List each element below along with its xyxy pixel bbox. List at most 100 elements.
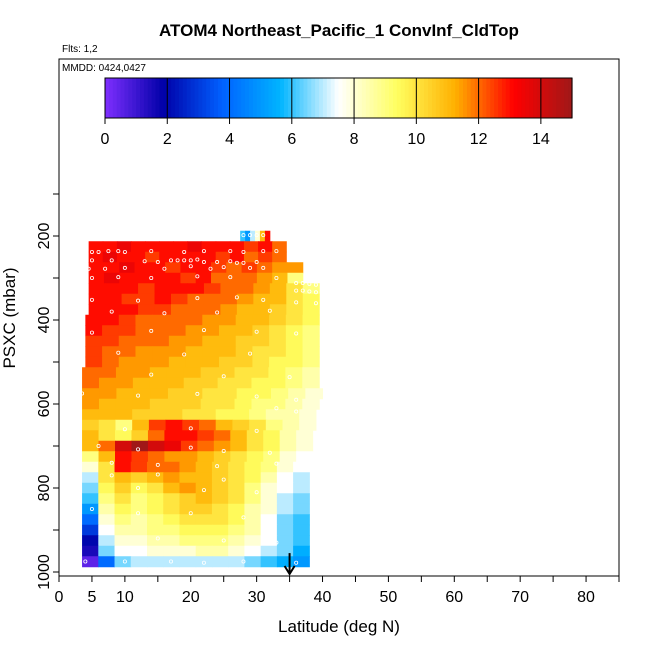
colorbar-segment xyxy=(322,78,328,118)
colorbar-segment xyxy=(291,78,297,118)
heatmap-cell xyxy=(115,377,134,389)
heatmap-cell xyxy=(132,419,150,431)
heatmap-cell xyxy=(235,335,253,347)
heatmap-cell xyxy=(299,419,317,431)
heatmap-cell xyxy=(235,346,253,358)
heatmap-cell xyxy=(173,241,188,253)
heatmap-cell xyxy=(149,272,166,284)
heatmap-cell xyxy=(228,482,245,494)
heatmap-cell xyxy=(85,314,103,326)
heatmap-cell xyxy=(163,524,180,536)
heatmap-cell xyxy=(118,335,136,347)
heatmap-cell xyxy=(102,335,120,347)
sample-point xyxy=(182,249,187,254)
heatmap-cell xyxy=(121,293,139,305)
heatmap-cell xyxy=(232,409,250,421)
colorbar-segment xyxy=(540,78,546,118)
heatmap-cell xyxy=(246,440,264,452)
sample-point xyxy=(109,258,114,263)
marker-arrow-head xyxy=(283,565,296,576)
heatmap-cell xyxy=(118,356,136,368)
heatmap-cell xyxy=(179,472,197,484)
colorbar-segment xyxy=(365,78,371,118)
heatmap-cell xyxy=(145,251,160,263)
heatmap-cell xyxy=(211,503,229,515)
heatmap-cell xyxy=(276,535,294,547)
heatmap-cell xyxy=(147,514,164,526)
heatmap-cell xyxy=(182,419,200,431)
heatmap-cell xyxy=(285,356,304,368)
sample-point xyxy=(122,559,127,564)
heatmap-cell xyxy=(138,283,156,295)
heatmap-cell xyxy=(114,514,132,526)
heatmap-cell xyxy=(219,356,237,368)
heatmap-cell xyxy=(203,293,221,305)
latitude-marker xyxy=(283,553,296,576)
heatmap-cell xyxy=(253,388,272,400)
colorbar-segment xyxy=(120,78,126,118)
heatmap-cell xyxy=(163,545,180,557)
heatmap-cell xyxy=(229,241,245,253)
heatmap-cell xyxy=(199,419,217,431)
heatmap-cell xyxy=(82,461,99,473)
colorbar-segment xyxy=(463,78,468,118)
heatmap-cell xyxy=(131,440,149,452)
heatmap-cell xyxy=(147,440,165,452)
heatmap-cell xyxy=(88,262,105,274)
heatmap-cell xyxy=(211,514,229,526)
heatmap-cell xyxy=(88,304,106,316)
heatmap-cell xyxy=(201,251,217,263)
colorbar-segment xyxy=(307,78,312,118)
heatmap-cell xyxy=(263,440,281,452)
heatmap-cell xyxy=(215,419,233,431)
heatmap-cell xyxy=(286,304,304,316)
heatmap-cell xyxy=(229,251,245,263)
heatmap-cell xyxy=(293,472,310,484)
colorbar-segment xyxy=(268,78,273,118)
heatmap-cell xyxy=(285,335,304,347)
heatmap-cell xyxy=(164,451,182,463)
heatmap-cell xyxy=(167,388,186,400)
heatmap-cell xyxy=(154,293,172,305)
heatmap-cell xyxy=(286,293,304,305)
colorbar-segment xyxy=(338,78,343,118)
heatmap-cell xyxy=(179,482,197,494)
sample-point xyxy=(201,488,206,493)
colorbar-tick-label: 12 xyxy=(470,131,488,148)
heatmap-cell xyxy=(82,440,100,452)
heatmap-cell xyxy=(219,346,237,358)
colorbar-segment xyxy=(108,78,114,118)
colorbar-segment xyxy=(552,78,558,118)
colorbar-segment xyxy=(221,78,227,118)
heatmap-cell xyxy=(98,409,116,421)
sample-point xyxy=(122,249,127,254)
heatmap-cell xyxy=(211,545,229,557)
colorbar-segment xyxy=(143,78,149,118)
x-tick-label: 50 xyxy=(380,589,398,606)
sample-point xyxy=(215,260,220,265)
heatmap-cell xyxy=(211,524,229,536)
colorbar-tick-label: 6 xyxy=(287,131,296,148)
heatmap-cell xyxy=(103,272,120,284)
heatmap-cell xyxy=(302,377,320,389)
heatmap-cell xyxy=(211,472,229,484)
sample-point xyxy=(195,257,200,262)
heatmap-cell xyxy=(241,272,258,284)
heatmap-cell xyxy=(88,293,106,305)
heatmap-cell xyxy=(235,314,253,326)
heatmap-cell xyxy=(228,514,245,526)
colorbar-segment xyxy=(225,78,231,118)
colorbar-segment xyxy=(408,78,414,118)
heatmap-cell xyxy=(82,493,99,505)
heatmap-cell xyxy=(230,430,248,442)
heatmap-cell xyxy=(202,335,220,347)
sample-point xyxy=(287,375,292,380)
heatmap-cell xyxy=(135,356,153,368)
colorbar-segment xyxy=(272,78,277,118)
colorbar-segment xyxy=(178,78,184,118)
heatmap-cell xyxy=(179,545,197,557)
colorbar-segment xyxy=(163,78,168,118)
heatmap-cell xyxy=(114,472,132,484)
sample-point xyxy=(83,559,88,564)
heatmap-cell xyxy=(179,503,197,515)
